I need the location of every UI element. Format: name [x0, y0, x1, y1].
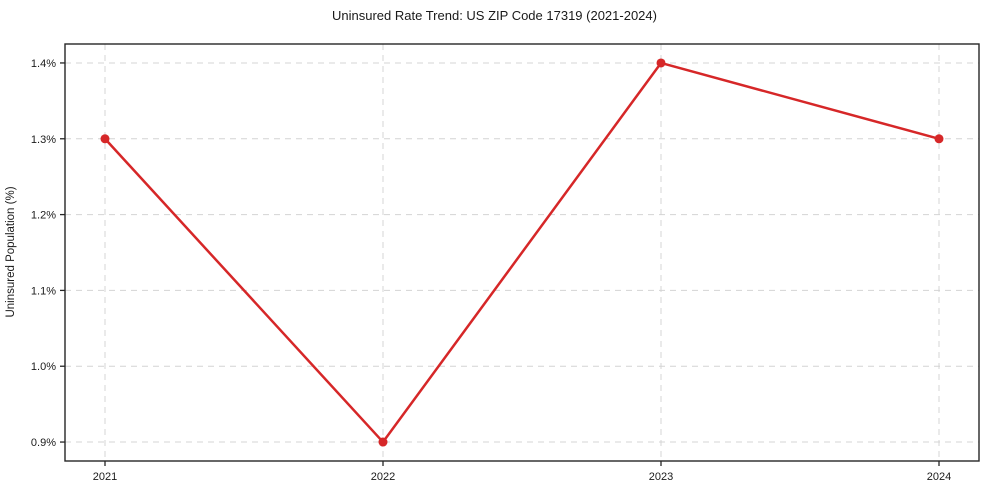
trend-line [103, 61, 941, 444]
plot-area-frame [64, 43, 980, 462]
y-tick-label: 1.1% [31, 285, 56, 297]
y-tick-label: 1.4% [31, 58, 56, 70]
grid-lines [65, 44, 979, 461]
axis-ticks-and-labels: 0.9% 1.0% 1.1% 1.2% 1.3% 1.4% 2021 2022 2023 2024 [31, 58, 951, 483]
data-series [100, 58, 944, 447]
y-tick-label: 1.3% [31, 134, 56, 146]
y-tick-label: 1.0% [31, 361, 56, 373]
x-tick-label: 2021 [93, 471, 117, 483]
data-point-marker [934, 134, 944, 144]
x-tick-label: 2023 [649, 471, 673, 483]
chart-title: Uninsured Rate Trend: US ZIP Code 17319 … [332, 8, 657, 23]
data-point-marker [100, 134, 110, 144]
y-axis-label: Uninsured Population (%) [5, 186, 17, 317]
x-tick-label: 2024 [927, 471, 951, 483]
x-tick-label: 2022 [371, 471, 395, 483]
y-tick-label: 1.2% [31, 210, 56, 222]
y-tick-label: 0.9% [31, 437, 56, 449]
data-point-marker [656, 58, 666, 68]
data-point-marker [378, 437, 388, 447]
